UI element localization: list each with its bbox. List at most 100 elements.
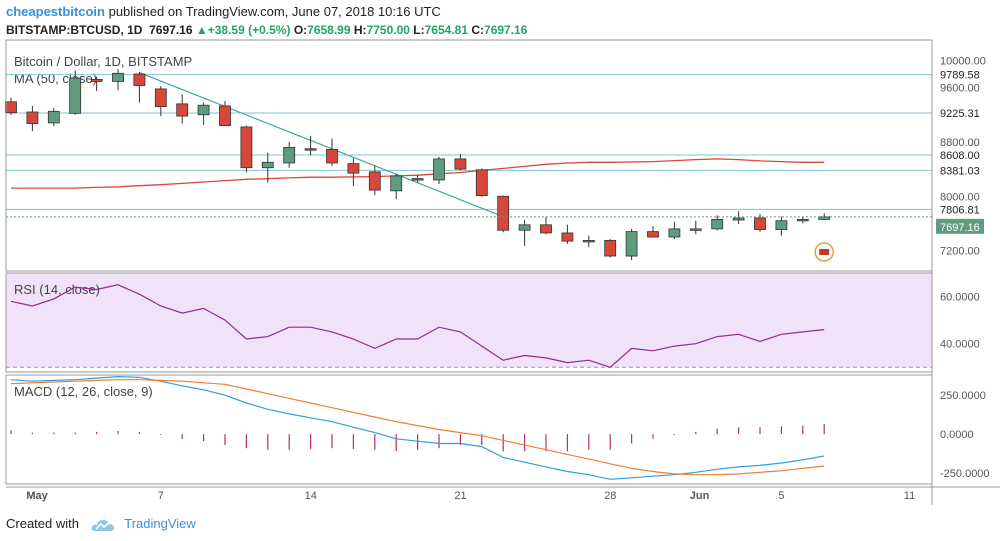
candle-down bbox=[219, 105, 231, 127]
price-axis-tick: 10000.00 bbox=[940, 55, 986, 67]
candle-down bbox=[176, 103, 189, 117]
footer: Created with TradingView bbox=[6, 515, 196, 533]
price-level-label: 8608.00 bbox=[940, 150, 980, 162]
close-value: 7697.16 bbox=[484, 23, 528, 37]
candle-down bbox=[326, 148, 338, 164]
candle-down bbox=[475, 169, 488, 196]
candle-up bbox=[518, 224, 531, 231]
candle-up bbox=[112, 72, 124, 82]
candle-up bbox=[433, 158, 445, 181]
x-axis-tick: 14 bbox=[305, 490, 317, 502]
candle-down bbox=[411, 178, 424, 181]
candle-down bbox=[647, 231, 659, 238]
price-label-box bbox=[936, 202, 996, 217]
high-label: H: bbox=[353, 23, 367, 37]
macd-axis-tick: 0.0000 bbox=[940, 429, 974, 441]
candle-down bbox=[240, 126, 253, 169]
event-flag-icon-fill bbox=[819, 248, 830, 255]
price-axis-tick: 8800.00 bbox=[940, 137, 980, 149]
macd-axis-tick: -250.0000 bbox=[940, 468, 990, 480]
candle-up bbox=[732, 217, 745, 221]
price-level-label: 8381.03 bbox=[940, 165, 980, 177]
candle-down bbox=[368, 171, 381, 191]
signal-line bbox=[10, 379, 825, 476]
candle-down bbox=[454, 158, 467, 170]
last-price: 7697.16 bbox=[149, 23, 193, 37]
low-label: L: bbox=[413, 23, 425, 37]
created-with-label: Created with bbox=[6, 516, 79, 531]
high-value: 7750.00 bbox=[366, 23, 410, 37]
candle-down bbox=[497, 195, 510, 231]
candle-up bbox=[390, 175, 403, 192]
x-axis-tick: Jun bbox=[690, 490, 710, 502]
candle-down bbox=[133, 73, 146, 86]
rsi-axis-tick: 60.0000 bbox=[940, 292, 980, 304]
price-label-box bbox=[936, 106, 996, 121]
candle-up bbox=[625, 231, 638, 257]
open-value: 7658.99 bbox=[307, 23, 351, 37]
low-value: 7654.81 bbox=[424, 23, 469, 37]
candle-down bbox=[5, 101, 17, 114]
candle-down bbox=[347, 163, 360, 174]
candle-up bbox=[69, 77, 82, 114]
x-axis: May 7 14 21 28 Jun 5 11 bbox=[26, 490, 915, 502]
current-price-box bbox=[936, 218, 984, 234]
close-label: C: bbox=[471, 23, 485, 37]
x-axis-tick: 7 bbox=[158, 490, 164, 502]
candle-up bbox=[818, 216, 831, 220]
rsi-band bbox=[6, 273, 932, 368]
candle-up bbox=[283, 146, 296, 164]
price-pane-title: Bitcoin / Dollar, 1D, BITSTAMP bbox=[14, 54, 192, 69]
candle-down bbox=[304, 148, 317, 151]
candle-up bbox=[775, 220, 788, 230]
price-axis-tick: 9600.00 bbox=[940, 83, 980, 95]
publisher-header: cheapestbitcoin published on TradingView… bbox=[6, 4, 441, 20]
macd-line bbox=[10, 375, 825, 480]
x-axis-tick: 21 bbox=[454, 490, 466, 502]
macd-pane-title: MACD (12, 26, close, 9) bbox=[14, 384, 153, 399]
rsi-axis-tick: 40.0000 bbox=[940, 339, 980, 351]
candle-up bbox=[668, 228, 681, 238]
candle-down bbox=[154, 88, 167, 107]
price-change: ▲+38.59 (+0.5%) bbox=[195, 23, 291, 37]
candle-down bbox=[604, 240, 617, 257]
macd-axis-tick: 250.0000 bbox=[940, 390, 986, 402]
macd-pane: MACD (12, 26, close, 9) 250.0000 0.0000 -25… bbox=[10, 375, 990, 480]
x-axis-tick: 28 bbox=[604, 490, 616, 502]
price-level-label: 9225.31 bbox=[940, 108, 980, 120]
candle-down bbox=[561, 232, 574, 242]
candle-up bbox=[197, 104, 210, 116]
price-label-box bbox=[936, 147, 996, 162]
candle-down bbox=[26, 111, 39, 124]
x-axis-tick: 5 bbox=[778, 490, 784, 502]
candle-up bbox=[261, 161, 274, 169]
symbol-label: BITSTAMP:BTCUSD, 1D bbox=[6, 23, 143, 37]
rsi-pane-title: RSI (14, close) bbox=[14, 282, 100, 297]
current-price-label: 7697.16 bbox=[940, 222, 980, 234]
price-level-label: 7806.81 bbox=[940, 204, 980, 216]
rsi-line bbox=[10, 284, 825, 368]
candle-down bbox=[754, 217, 766, 230]
tradingview-link[interactable]: TradingView bbox=[124, 516, 196, 531]
x-axis-tick: 11 bbox=[904, 490, 915, 502]
trendline bbox=[139, 72, 504, 218]
pane-frames bbox=[5, 39, 1000, 505]
price-label-box bbox=[936, 67, 996, 82]
rsi-pane: RSI (14, close) 60.0000 40.0000 bbox=[6, 272, 980, 368]
price-label-box bbox=[936, 163, 996, 178]
candle-up bbox=[711, 218, 724, 230]
price-axis-tick: 8000.00 bbox=[940, 191, 980, 203]
candle-up bbox=[796, 218, 809, 222]
x-axis-tick: May bbox=[26, 490, 48, 502]
tradingview-cloud-icon bbox=[91, 519, 114, 531]
candle-up bbox=[689, 228, 702, 231]
price-level-label: 9789.58 bbox=[940, 70, 980, 82]
candle-down bbox=[540, 224, 552, 234]
ohlc-bar: BITSTAMP:BTCUSD, 1D 7697.16 ▲+38.59 (+0.… bbox=[6, 22, 527, 38]
price-pane: Bitcoin / Dollar, 1D, BITSTAMP MA (50, cl… bbox=[5, 54, 996, 262]
publisher-username[interactable]: cheapestbitcoin bbox=[6, 4, 105, 19]
candle-down bbox=[90, 79, 103, 82]
candle-up bbox=[582, 240, 595, 243]
ma-indicator-label: MA (50, close) bbox=[14, 71, 97, 86]
